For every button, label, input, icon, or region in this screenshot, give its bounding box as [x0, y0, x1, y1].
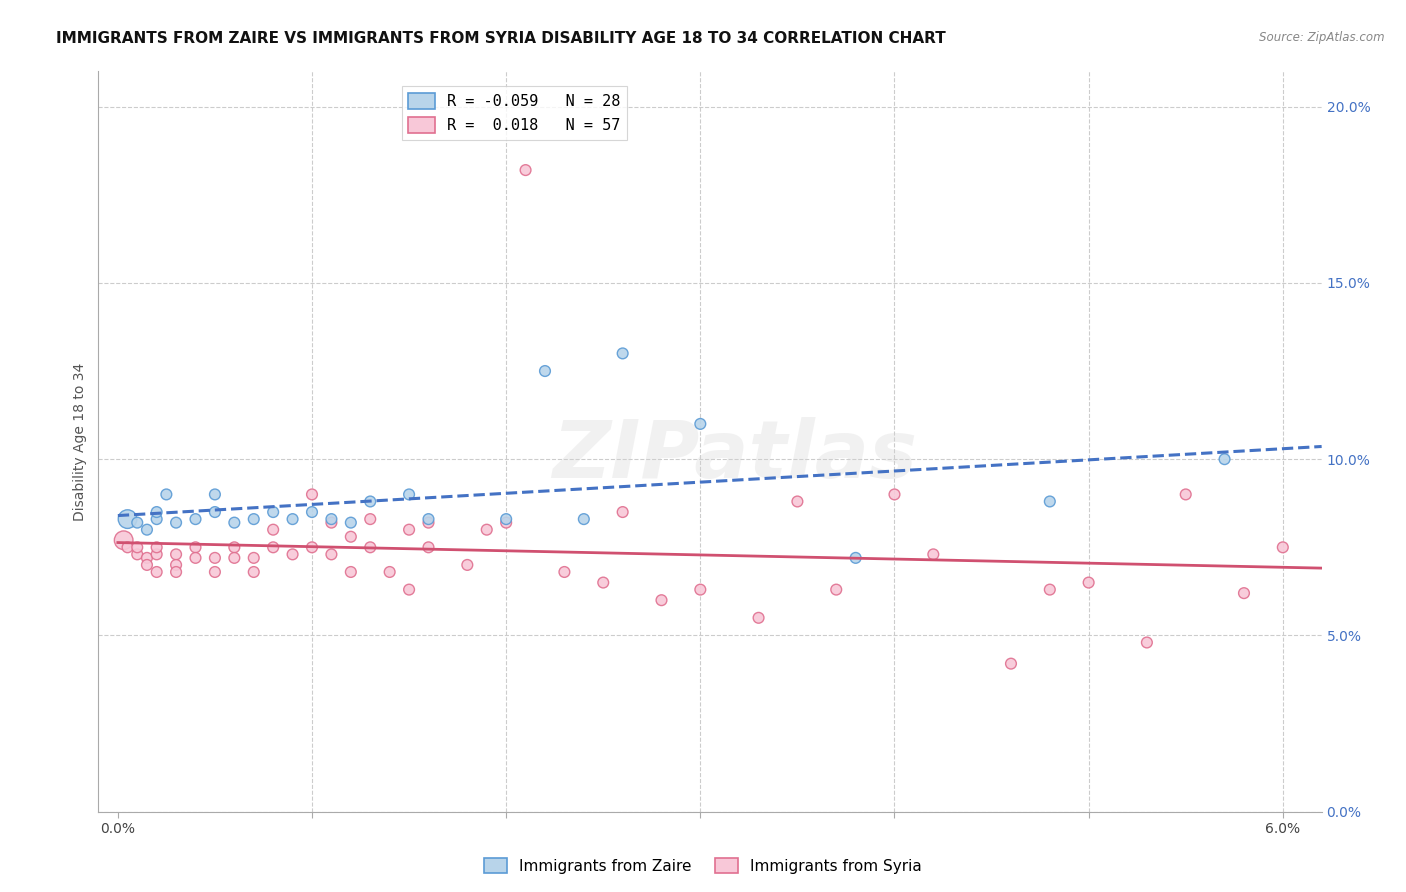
- Point: [418, 512, 440, 526]
- Point: [127, 541, 149, 555]
- Point: [1271, 541, 1294, 555]
- Text: Source: ZipAtlas.com: Source: ZipAtlas.com: [1260, 31, 1385, 45]
- Point: [224, 541, 246, 555]
- Point: [398, 582, 420, 597]
- Point: [165, 547, 187, 561]
- Point: [204, 565, 226, 579]
- Point: [456, 558, 478, 572]
- Point: [475, 523, 498, 537]
- Point: [786, 494, 808, 508]
- Text: ZIPatlas: ZIPatlas: [553, 417, 917, 495]
- Legend: R = -0.059   N = 28, R =  0.018   N = 57: R = -0.059 N = 28, R = 0.018 N = 57: [402, 87, 627, 139]
- Point: [398, 487, 420, 501]
- Point: [204, 487, 226, 501]
- Point: [281, 547, 304, 561]
- Point: [340, 530, 363, 544]
- Point: [1136, 635, 1159, 649]
- Point: [145, 512, 167, 526]
- Point: [748, 611, 770, 625]
- Point: [825, 582, 848, 597]
- Y-axis label: Disability Age 18 to 34: Disability Age 18 to 34: [73, 362, 87, 521]
- Point: [301, 541, 323, 555]
- Point: [262, 541, 284, 555]
- Text: IMMIGRANTS FROM ZAIRE VS IMMIGRANTS FROM SYRIA DISABILITY AGE 18 TO 34 CORRELATI: IMMIGRANTS FROM ZAIRE VS IMMIGRANTS FROM…: [56, 31, 946, 46]
- Point: [883, 487, 905, 501]
- Point: [204, 505, 226, 519]
- Point: [689, 417, 711, 431]
- Point: [534, 364, 557, 378]
- Point: [398, 523, 420, 537]
- Point: [495, 516, 517, 530]
- Point: [224, 516, 246, 530]
- Point: [165, 558, 187, 572]
- Point: [515, 163, 537, 178]
- Point: [112, 533, 135, 548]
- Point: [224, 550, 246, 565]
- Point: [136, 550, 159, 565]
- Point: [184, 512, 207, 526]
- Point: [301, 505, 323, 519]
- Point: [359, 494, 381, 508]
- Point: [612, 346, 634, 360]
- Point: [612, 505, 634, 519]
- Point: [378, 565, 401, 579]
- Point: [155, 487, 177, 501]
- Point: [553, 565, 575, 579]
- Point: [650, 593, 672, 607]
- Point: [359, 512, 381, 526]
- Point: [136, 558, 159, 572]
- Point: [1174, 487, 1197, 501]
- Point: [689, 582, 711, 597]
- Point: [165, 565, 187, 579]
- Point: [136, 523, 159, 537]
- Point: [1233, 586, 1256, 600]
- Point: [127, 547, 149, 561]
- Point: [321, 547, 343, 561]
- Point: [922, 547, 945, 561]
- Point: [321, 512, 343, 526]
- Point: [184, 541, 207, 555]
- Point: [242, 512, 264, 526]
- Point: [117, 541, 139, 555]
- Point: [262, 523, 284, 537]
- Point: [127, 516, 149, 530]
- Point: [1039, 494, 1062, 508]
- Legend: Immigrants from Zaire, Immigrants from Syria: Immigrants from Zaire, Immigrants from S…: [478, 852, 928, 880]
- Point: [572, 512, 595, 526]
- Point: [281, 512, 304, 526]
- Point: [321, 516, 343, 530]
- Point: [204, 550, 226, 565]
- Point: [418, 516, 440, 530]
- Point: [418, 541, 440, 555]
- Point: [1213, 452, 1236, 467]
- Point: [340, 565, 363, 579]
- Point: [145, 541, 167, 555]
- Point: [262, 505, 284, 519]
- Point: [340, 516, 363, 530]
- Point: [145, 565, 167, 579]
- Point: [592, 575, 614, 590]
- Point: [184, 550, 207, 565]
- Point: [145, 547, 167, 561]
- Point: [145, 505, 167, 519]
- Point: [495, 512, 517, 526]
- Point: [242, 565, 264, 579]
- Point: [359, 541, 381, 555]
- Point: [301, 487, 323, 501]
- Point: [117, 512, 139, 526]
- Point: [1000, 657, 1022, 671]
- Point: [1077, 575, 1099, 590]
- Point: [845, 550, 868, 565]
- Point: [242, 550, 264, 565]
- Point: [1039, 582, 1062, 597]
- Point: [165, 516, 187, 530]
